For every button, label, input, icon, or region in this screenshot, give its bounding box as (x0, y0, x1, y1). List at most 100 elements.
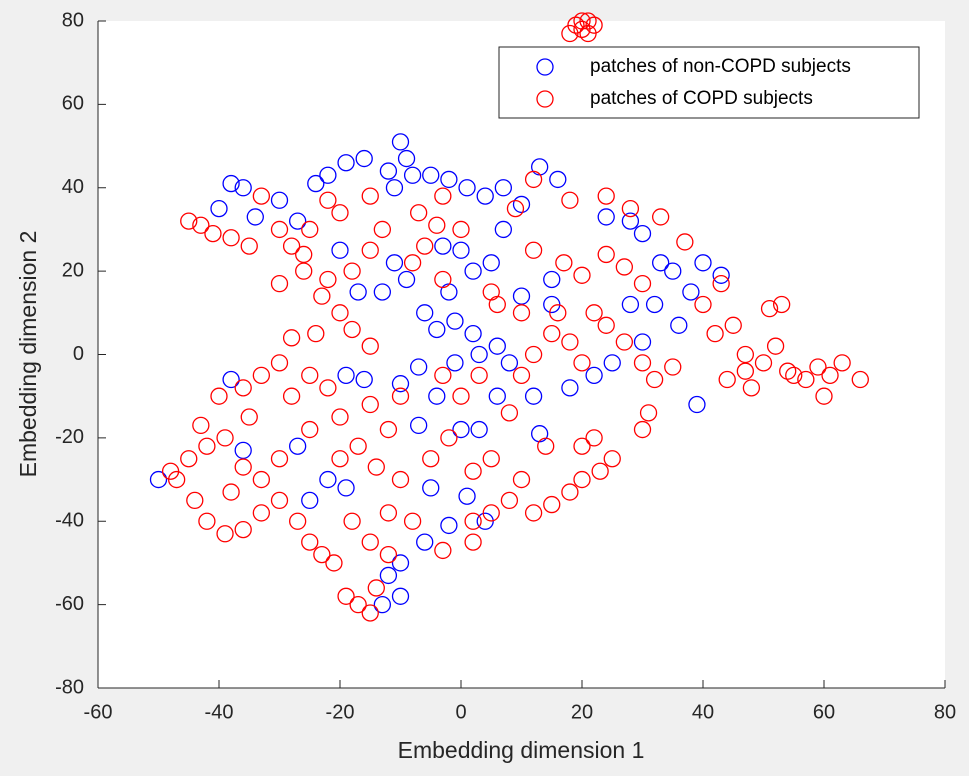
marker (361, 395, 379, 414)
marker (391, 375, 410, 393)
marker (464, 512, 482, 530)
marker (409, 358, 428, 376)
marker (361, 337, 379, 355)
marker (409, 204, 428, 222)
marker (397, 149, 416, 168)
marker (682, 283, 700, 301)
marker (573, 354, 591, 372)
marker (621, 199, 640, 218)
marker (270, 191, 289, 209)
marker (403, 512, 422, 530)
legend: patches of non-COPD subjects patches of C… (498, 46, 920, 119)
marker (724, 316, 742, 334)
marker (785, 366, 803, 384)
marker (416, 533, 434, 551)
marker (555, 254, 573, 272)
marker (331, 204, 349, 222)
marker (349, 437, 367, 455)
marker (549, 170, 567, 189)
marker (597, 208, 615, 226)
marker (307, 325, 325, 343)
marker (379, 566, 398, 585)
marker (234, 179, 252, 197)
marker (349, 283, 367, 301)
marker (391, 387, 410, 405)
marker (797, 370, 815, 389)
marker (210, 199, 228, 218)
marker (391, 470, 410, 489)
marker (573, 12, 591, 30)
marker (246, 208, 264, 226)
marker (524, 170, 543, 189)
marker (585, 16, 603, 34)
marker (500, 491, 519, 510)
y-tick-label: 0 (73, 343, 84, 365)
marker (186, 491, 204, 510)
marker (476, 187, 494, 205)
legend-label: patches of non-COPD subjects (590, 56, 851, 77)
marker (222, 370, 240, 389)
marker (416, 304, 434, 322)
marker (561, 24, 579, 43)
marker (851, 370, 869, 389)
legend-marker (536, 90, 554, 108)
marker (464, 462, 482, 480)
marker (579, 12, 597, 30)
marker (422, 450, 440, 468)
marker (549, 304, 567, 322)
marker (664, 262, 682, 280)
marker (434, 237, 452, 255)
marker (252, 504, 271, 522)
marker (446, 354, 464, 372)
marker (482, 450, 500, 468)
marker (422, 479, 440, 497)
marker (270, 274, 289, 293)
marker (706, 325, 724, 343)
marker (633, 354, 652, 372)
marker (712, 274, 730, 293)
marker (198, 512, 216, 530)
marker (204, 224, 222, 243)
marker (349, 595, 367, 614)
marker (180, 212, 198, 230)
marker (512, 195, 531, 214)
marker (446, 312, 464, 330)
marker (694, 295, 712, 314)
x-tick-label: -40 (205, 701, 234, 723)
y-tick-label: -20 (55, 426, 84, 448)
marker (385, 254, 404, 272)
marker (319, 166, 337, 184)
x-tick-label: 20 (571, 701, 593, 723)
marker (319, 470, 337, 489)
marker (633, 274, 652, 293)
marker (319, 191, 337, 209)
y-tick-label: 80 (62, 9, 84, 31)
marker (506, 199, 525, 218)
marker (633, 420, 652, 439)
marker (585, 304, 603, 322)
marker (198, 437, 216, 455)
marker (282, 387, 301, 405)
marker (270, 450, 289, 468)
marker (379, 162, 398, 180)
marker (288, 512, 307, 530)
marker (464, 262, 482, 280)
marker (295, 262, 313, 280)
marker (512, 470, 531, 489)
marker (403, 166, 422, 184)
marker (694, 254, 712, 272)
marker (464, 325, 482, 343)
marker (434, 187, 452, 205)
marker (434, 366, 452, 384)
marker (234, 458, 252, 476)
marker (639, 404, 658, 422)
marker (252, 366, 271, 384)
marker (361, 241, 379, 259)
x-tick-label: -60 (84, 701, 113, 723)
marker (573, 437, 591, 455)
marker (561, 379, 579, 397)
marker (833, 354, 851, 372)
y-tick-label: -80 (55, 676, 84, 698)
marker (500, 354, 519, 372)
